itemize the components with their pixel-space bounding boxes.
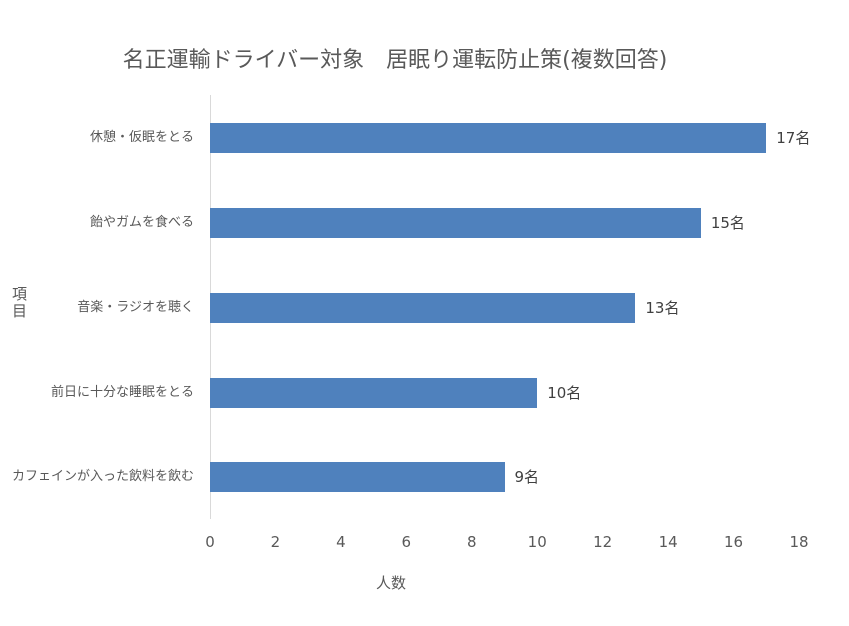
x-tick-label: 12 bbox=[593, 533, 613, 551]
data-label: 15名 bbox=[710, 214, 745, 232]
bar bbox=[210, 208, 701, 238]
x-tick-label: 4 bbox=[336, 533, 346, 551]
y-axis-label: 項目 bbox=[12, 285, 28, 320]
bar bbox=[210, 123, 767, 153]
x-tick-label: 0 bbox=[205, 533, 215, 551]
bar bbox=[210, 378, 538, 408]
data-label: 17名 bbox=[776, 129, 811, 147]
category-label: 前日に十分な睡眠をとる bbox=[50, 385, 194, 400]
category-label: 飴やガムを食べる bbox=[89, 215, 194, 230]
x-tick-label: 10 bbox=[527, 533, 547, 551]
category-label: 音楽・ラジオを聴く bbox=[77, 300, 194, 315]
data-label: 13名 bbox=[645, 299, 680, 317]
bar bbox=[210, 462, 505, 492]
category-label: 休憩・仮眠をとる bbox=[89, 130, 194, 145]
x-tick-label: 8 bbox=[466, 533, 477, 551]
x-tick-label: 6 bbox=[401, 533, 412, 551]
x-tick-label: 16 bbox=[724, 533, 744, 551]
data-label: 10名 bbox=[547, 384, 582, 402]
x-tick-label: 18 bbox=[789, 533, 809, 551]
bar bbox=[210, 293, 636, 323]
data-label: 9名 bbox=[514, 468, 540, 486]
x-tick-label: 14 bbox=[658, 533, 678, 551]
category-label: カフェインが入った飲料を飲む bbox=[11, 469, 194, 484]
x-tick-label: 2 bbox=[270, 533, 281, 551]
x-axis-label: 人数 bbox=[376, 574, 407, 592]
chart-title: 名正運輸ドライバー対象 居眠り運転防止策(複数回答) bbox=[122, 48, 668, 73]
